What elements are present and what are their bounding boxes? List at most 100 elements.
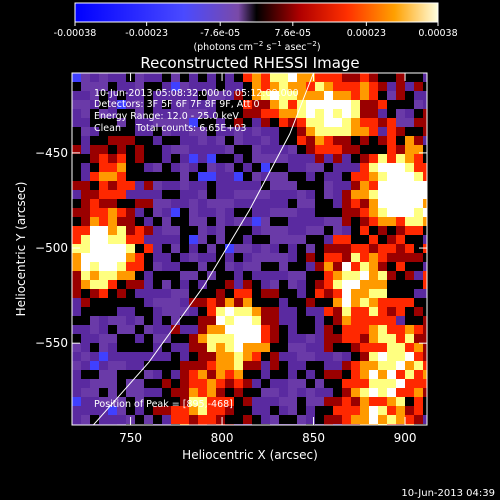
heatmap-cell: [216, 415, 226, 425]
heatmap-cell: [234, 127, 244, 137]
heatmap-cell: [99, 316, 109, 326]
heatmap-cell: [414, 226, 424, 236]
heatmap-cell: [351, 100, 361, 110]
heatmap-cell: [297, 73, 307, 83]
heatmap-cell: [180, 334, 190, 344]
heatmap-cell: [234, 307, 244, 317]
heatmap-cell: [423, 163, 427, 173]
heatmap-cell: [351, 262, 361, 272]
heatmap-cell: [135, 352, 145, 362]
heatmap-cell: [342, 136, 352, 146]
heatmap-cell: [270, 154, 280, 164]
heatmap-cell: [378, 235, 388, 245]
heatmap-cell: [324, 244, 334, 254]
heatmap-cell: [342, 163, 352, 173]
x-tick-label: 900: [394, 431, 417, 445]
heatmap-cell: [90, 190, 100, 200]
heatmap-cell: [207, 253, 217, 263]
heatmap-cell: [81, 145, 91, 155]
chart-title: Reconstructed RHESSI Image: [140, 54, 359, 72]
heatmap-cell: [144, 307, 154, 317]
heatmap-cell: [216, 244, 226, 254]
heatmap-cell: [342, 298, 352, 308]
heatmap-cell: [351, 172, 361, 182]
heatmap-cell: [180, 190, 190, 200]
heatmap-cell: [297, 136, 307, 146]
heatmap-cell: [342, 154, 352, 164]
heatmap-cell: [270, 289, 280, 299]
heatmap-cell: [387, 415, 397, 425]
heatmap-cell: [351, 127, 361, 137]
heatmap-cell: [261, 91, 271, 101]
heatmap-cell: [216, 271, 226, 281]
heatmap-cell: [351, 181, 361, 191]
heatmap-cell: [135, 91, 145, 101]
heatmap-cell: [72, 307, 82, 317]
heatmap-cell: [153, 307, 163, 317]
heatmap-cell: [153, 271, 163, 281]
heatmap-cell: [81, 280, 91, 290]
heatmap-cell: [189, 352, 199, 362]
heatmap-cell: [90, 91, 100, 101]
heatmap-cell: [144, 316, 154, 326]
heatmap-cell: [270, 361, 280, 371]
heatmap-cell: [297, 271, 307, 281]
heatmap-cell: [351, 136, 361, 146]
heatmap-cell: [306, 379, 316, 389]
heatmap-cell: [162, 244, 172, 254]
heatmap-cell: [207, 208, 217, 218]
heatmap-cell: [198, 181, 208, 191]
heatmap-cell: [126, 244, 136, 254]
heatmap-cell: [198, 73, 208, 83]
heatmap-cell: [108, 91, 118, 101]
heatmap-cell: [270, 235, 280, 245]
heatmap-cell: [414, 298, 424, 308]
heatmap-cell: [117, 253, 127, 263]
heatmap-cell: [360, 235, 370, 245]
heatmap-cell: [387, 163, 397, 173]
heatmap-cell: [180, 298, 190, 308]
heatmap-cell: [279, 100, 289, 110]
heatmap-cell: [378, 325, 388, 335]
heatmap-cell: [90, 82, 100, 92]
heatmap-cell: [279, 217, 289, 227]
heatmap-cell: [153, 91, 163, 101]
heatmap-cell: [180, 73, 190, 83]
heatmap-cell: [315, 226, 325, 236]
heatmap-cell: [90, 118, 100, 128]
heatmap-cell: [414, 145, 424, 155]
heatmap-cell: [261, 316, 271, 326]
heatmap-cell: [225, 109, 235, 119]
heatmap-cell: [225, 406, 235, 416]
colorbar-tick-label: 0.00038: [418, 28, 457, 39]
heatmap-cell: [234, 217, 244, 227]
heatmap-cell: [423, 334, 427, 344]
heatmap-cell: [126, 136, 136, 146]
heatmap-cell: [315, 370, 325, 380]
heatmap-cell: [117, 136, 127, 146]
heatmap-cell: [99, 199, 109, 209]
heatmap-cell: [144, 280, 154, 290]
heatmap-cell: [333, 352, 343, 362]
heatmap-cell: [72, 190, 82, 200]
heatmap-cell: [117, 406, 127, 416]
heatmap-cell: [234, 280, 244, 290]
heatmap-cell: [324, 397, 334, 407]
heatmap-cell: [396, 181, 406, 191]
heatmap-cell: [405, 100, 415, 110]
heatmap-cell: [243, 352, 253, 362]
heatmap-cell: [369, 325, 379, 335]
heatmap-cell: [333, 181, 343, 191]
heatmap-cell: [315, 208, 325, 218]
heatmap-cell: [261, 172, 271, 182]
heatmap-cell: [225, 181, 235, 191]
heatmap-cell: [171, 280, 181, 290]
heatmap-cell: [171, 208, 181, 218]
heatmap-cell: [108, 334, 118, 344]
heatmap-cell: [81, 352, 91, 362]
heatmap-cell: [351, 73, 361, 83]
heatmap-cell: [225, 271, 235, 281]
heatmap-cell: [243, 271, 253, 281]
heatmap-cell: [207, 343, 217, 353]
heatmap-cell: [324, 280, 334, 290]
